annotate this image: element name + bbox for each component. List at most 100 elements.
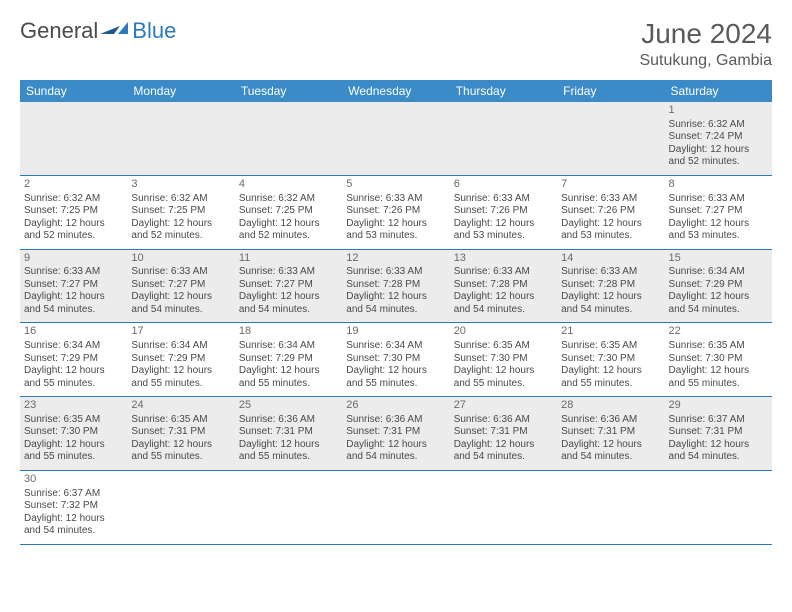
day-info-line: Sunset: 7:28 PM bbox=[561, 279, 660, 292]
calendar-week-row: 1Sunrise: 6:32 AMSunset: 7:24 PMDaylight… bbox=[20, 102, 772, 175]
calendar-cell: 9Sunrise: 6:33 AMSunset: 7:27 PMDaylight… bbox=[20, 249, 127, 323]
day-info-line: and 53 minutes. bbox=[346, 230, 445, 243]
day-info-line: Daylight: 12 hours bbox=[131, 439, 230, 452]
day-info-line: Sunrise: 6:33 AM bbox=[131, 266, 230, 279]
day-info-line: and 54 minutes. bbox=[131, 304, 230, 317]
day-info-line: Daylight: 12 hours bbox=[561, 365, 660, 378]
day-info-line: Daylight: 12 hours bbox=[24, 218, 123, 231]
day-info-line: Sunrise: 6:33 AM bbox=[454, 266, 553, 279]
day-number: 13 bbox=[454, 252, 553, 266]
day-info-line: Sunset: 7:30 PM bbox=[454, 353, 553, 366]
day-info-line: and 52 minutes. bbox=[669, 156, 768, 169]
day-number: 10 bbox=[131, 252, 230, 266]
day-number: 28 bbox=[561, 399, 660, 413]
day-info-line: and 54 minutes. bbox=[346, 451, 445, 464]
logo-text-blue: Blue bbox=[132, 18, 176, 44]
day-info-line: Sunset: 7:26 PM bbox=[454, 205, 553, 218]
day-info-line: and 55 minutes. bbox=[239, 378, 338, 391]
calendar-cell: 19Sunrise: 6:34 AMSunset: 7:30 PMDayligh… bbox=[342, 323, 449, 397]
day-info-line: Sunset: 7:27 PM bbox=[669, 205, 768, 218]
day-info-line: Sunset: 7:29 PM bbox=[24, 353, 123, 366]
calendar-cell: 7Sunrise: 6:33 AMSunset: 7:26 PMDaylight… bbox=[557, 175, 664, 249]
day-number: 18 bbox=[239, 325, 338, 339]
day-info-line: Sunrise: 6:35 AM bbox=[131, 414, 230, 427]
calendar-cell bbox=[235, 470, 342, 544]
calendar-cell: 4Sunrise: 6:32 AMSunset: 7:25 PMDaylight… bbox=[235, 175, 342, 249]
day-info-line: and 55 minutes. bbox=[454, 378, 553, 391]
day-info-line: Daylight: 12 hours bbox=[239, 365, 338, 378]
day-info-line: Daylight: 12 hours bbox=[669, 291, 768, 304]
day-info-line: Sunset: 7:31 PM bbox=[239, 426, 338, 439]
calendar-cell: 26Sunrise: 6:36 AMSunset: 7:31 PMDayligh… bbox=[342, 397, 449, 471]
day-info-line: and 54 minutes. bbox=[669, 304, 768, 317]
day-info-line: and 55 minutes. bbox=[24, 451, 123, 464]
month-title: June 2024 bbox=[639, 18, 772, 50]
day-info-line: Sunrise: 6:33 AM bbox=[561, 193, 660, 206]
calendar-body: 1Sunrise: 6:32 AMSunset: 7:24 PMDaylight… bbox=[20, 102, 772, 544]
calendar-cell bbox=[557, 470, 664, 544]
header: General Blue June 2024 Sutukung, Gambia bbox=[20, 18, 772, 70]
day-number: 30 bbox=[24, 473, 123, 487]
day-info-line: and 54 minutes. bbox=[24, 304, 123, 317]
day-info-line: Sunrise: 6:37 AM bbox=[24, 488, 123, 501]
day-number: 29 bbox=[669, 399, 768, 413]
day-info-line: and 55 minutes. bbox=[346, 378, 445, 391]
day-info-line: Sunrise: 6:37 AM bbox=[669, 414, 768, 427]
day-number: 27 bbox=[454, 399, 553, 413]
day-number: 17 bbox=[131, 325, 230, 339]
logo: General Blue bbox=[20, 18, 176, 44]
calendar-cell bbox=[20, 102, 127, 175]
day-info-line: Sunrise: 6:36 AM bbox=[239, 414, 338, 427]
title-block: June 2024 Sutukung, Gambia bbox=[639, 18, 772, 70]
day-number: 19 bbox=[346, 325, 445, 339]
day-info-line: Daylight: 12 hours bbox=[669, 365, 768, 378]
calendar-week-row: 9Sunrise: 6:33 AMSunset: 7:27 PMDaylight… bbox=[20, 249, 772, 323]
day-number: 24 bbox=[131, 399, 230, 413]
day-info-line: Sunrise: 6:36 AM bbox=[346, 414, 445, 427]
day-info-line: Sunrise: 6:36 AM bbox=[561, 414, 660, 427]
calendar-cell bbox=[127, 470, 234, 544]
day-info-line: Sunrise: 6:35 AM bbox=[24, 414, 123, 427]
day-info-line: Daylight: 12 hours bbox=[669, 218, 768, 231]
day-header-row: Sunday Monday Tuesday Wednesday Thursday… bbox=[20, 80, 772, 102]
calendar-week-row: 30Sunrise: 6:37 AMSunset: 7:32 PMDayligh… bbox=[20, 470, 772, 544]
day-info-line: and 55 minutes. bbox=[669, 378, 768, 391]
day-info-line: and 55 minutes. bbox=[239, 451, 338, 464]
day-info-line: Sunrise: 6:32 AM bbox=[239, 193, 338, 206]
day-info-line: Sunset: 7:30 PM bbox=[346, 353, 445, 366]
day-info-line: Sunset: 7:29 PM bbox=[239, 353, 338, 366]
day-info-line: and 54 minutes. bbox=[561, 304, 660, 317]
day-info-line: Sunrise: 6:33 AM bbox=[24, 266, 123, 279]
day-info-line: Sunset: 7:27 PM bbox=[24, 279, 123, 292]
day-info-line: Sunset: 7:27 PM bbox=[131, 279, 230, 292]
day-number: 25 bbox=[239, 399, 338, 413]
day-number: 3 bbox=[131, 178, 230, 192]
day-info-line: Sunset: 7:28 PM bbox=[346, 279, 445, 292]
day-info-line: Sunset: 7:25 PM bbox=[131, 205, 230, 218]
calendar-cell: 29Sunrise: 6:37 AMSunset: 7:31 PMDayligh… bbox=[665, 397, 772, 471]
day-info-line: Sunset: 7:31 PM bbox=[346, 426, 445, 439]
day-info-line: Sunrise: 6:34 AM bbox=[669, 266, 768, 279]
day-info-line: Sunrise: 6:35 AM bbox=[669, 340, 768, 353]
calendar-week-row: 23Sunrise: 6:35 AMSunset: 7:30 PMDayligh… bbox=[20, 397, 772, 471]
day-info-line: and 54 minutes. bbox=[346, 304, 445, 317]
calendar-cell bbox=[450, 102, 557, 175]
day-info-line: Sunrise: 6:33 AM bbox=[454, 193, 553, 206]
day-header: Tuesday bbox=[235, 80, 342, 102]
day-number: 22 bbox=[669, 325, 768, 339]
day-info-line: Sunrise: 6:35 AM bbox=[454, 340, 553, 353]
day-info-line: Sunrise: 6:32 AM bbox=[24, 193, 123, 206]
day-info-line: Sunset: 7:31 PM bbox=[454, 426, 553, 439]
day-header: Wednesday bbox=[342, 80, 449, 102]
calendar-cell bbox=[665, 470, 772, 544]
day-info-line: and 55 minutes. bbox=[24, 378, 123, 391]
calendar-cell: 8Sunrise: 6:33 AMSunset: 7:27 PMDaylight… bbox=[665, 175, 772, 249]
day-info-line: Sunset: 7:27 PM bbox=[239, 279, 338, 292]
calendar-cell: 5Sunrise: 6:33 AMSunset: 7:26 PMDaylight… bbox=[342, 175, 449, 249]
day-number: 23 bbox=[24, 399, 123, 413]
day-header: Monday bbox=[127, 80, 234, 102]
calendar-cell bbox=[235, 102, 342, 175]
day-info-line: Sunset: 7:24 PM bbox=[669, 131, 768, 144]
day-info-line: Sunset: 7:30 PM bbox=[561, 353, 660, 366]
day-info-line: Daylight: 12 hours bbox=[131, 291, 230, 304]
